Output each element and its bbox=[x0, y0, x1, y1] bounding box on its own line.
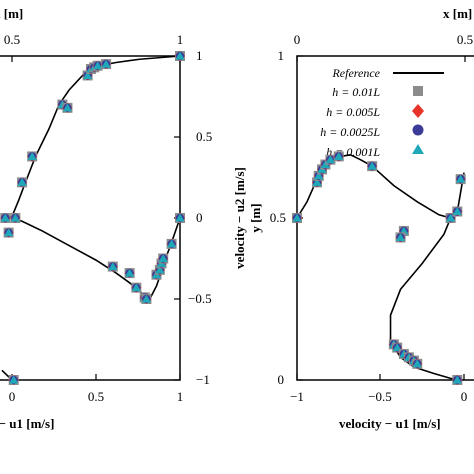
right-point-triangle bbox=[446, 213, 456, 222]
left-point-triangle bbox=[155, 265, 165, 274]
legend-marker-triangle bbox=[412, 144, 424, 154]
left-series-markers bbox=[0, 51, 185, 385]
right-left-tick-label: 0 bbox=[278, 372, 285, 387]
right-point-triangle bbox=[412, 359, 422, 368]
left-bottom-tick-label: 0.5 bbox=[88, 389, 104, 404]
legend-marker-diamond bbox=[412, 104, 424, 118]
left-point-triangle bbox=[17, 177, 27, 186]
left-point-triangle bbox=[101, 59, 111, 68]
left-right-tick-label: −1 bbox=[196, 372, 210, 387]
right-left-axis-label: y [m] bbox=[248, 203, 263, 232]
left-point-triangle bbox=[4, 228, 14, 237]
right-panel: 0 0.5 x [m] −1 −0.5 0 velocity − u1 [m/s… bbox=[248, 6, 474, 431]
left-panel: 0.5 1 x [m] 0 0.5 1 w − u1 [m/s] 1 0.5 0… bbox=[0, 6, 247, 431]
right-point-triangle bbox=[320, 160, 330, 169]
left-right-tick-label: 0 bbox=[196, 210, 203, 225]
left-right-tick-label: 1 bbox=[196, 48, 203, 63]
left-plot-frame bbox=[0, 55, 181, 381]
right-point-triangle bbox=[312, 177, 322, 186]
left-point-triangle bbox=[125, 268, 135, 277]
left-point-triangle bbox=[158, 254, 168, 262]
left-point-triangle bbox=[27, 151, 37, 160]
left-point-triangle bbox=[0, 213, 10, 222]
left-right-axis-label: velocity − u2 [m/s] bbox=[232, 167, 247, 269]
right-left-tick-label: 1 bbox=[278, 48, 285, 63]
legend-label-h3: h = 0.0025L bbox=[320, 125, 380, 139]
right-point-triangle bbox=[452, 207, 462, 216]
left-point-triangle bbox=[167, 239, 177, 248]
left-point-triangle bbox=[108, 262, 118, 271]
right-point-triangle bbox=[334, 151, 344, 160]
left-bottom-axis-label: w − u1 [m/s] bbox=[0, 416, 54, 431]
legend-label-h2: h = 0.005L bbox=[326, 105, 380, 119]
left-point-triangle bbox=[141, 294, 151, 303]
right-top-axis-label: x [m] bbox=[443, 6, 472, 21]
right-reference-line bbox=[293, 153, 465, 219]
left-point-triangle bbox=[62, 103, 72, 112]
left-point-triangle bbox=[10, 213, 20, 222]
left-series-lines bbox=[1, 55, 181, 381]
right-top-tick-label: 0 bbox=[294, 32, 301, 47]
left-reference-line bbox=[1, 213, 181, 304]
left-right-tick-label: −0.5 bbox=[188, 291, 212, 306]
legend: Reference h = 0.01L h = 0.005L h = 0.002… bbox=[320, 66, 444, 159]
right-point-triangle bbox=[367, 161, 377, 170]
right-left-tick-label: 0.5 bbox=[270, 210, 286, 225]
left-point-triangle bbox=[9, 375, 19, 384]
right-top-tick-label: 0.5 bbox=[457, 32, 473, 47]
left-bottom-tick-label: 0 bbox=[9, 389, 16, 404]
left-top-tick-label: 1 bbox=[177, 32, 184, 47]
left-point-triangle bbox=[175, 51, 185, 60]
legend-label-h1: h = 0.01L bbox=[332, 85, 380, 99]
left-top-axis-label: x [m] bbox=[0, 6, 23, 21]
right-bottom-tick-label: 0 bbox=[461, 389, 468, 404]
right-point-triangle bbox=[314, 171, 324, 180]
right-point-triangle bbox=[456, 174, 466, 183]
right-bottom-tick-label: −0.5 bbox=[368, 389, 392, 404]
right-point-triangle bbox=[325, 155, 335, 164]
right-point-triangle bbox=[452, 375, 462, 384]
right-series-lines bbox=[293, 153, 465, 381]
right-series-markers bbox=[292, 151, 466, 385]
legend-marker-square bbox=[413, 86, 423, 96]
legend-marker-circle bbox=[412, 124, 424, 136]
left-point-triangle bbox=[131, 283, 141, 292]
left-top-tick-label: 0.5 bbox=[4, 32, 20, 47]
left-point-triangle bbox=[175, 213, 185, 222]
right-point-triangle bbox=[396, 232, 406, 241]
right-point-triangle bbox=[292, 213, 302, 222]
left-right-tick-label: 0.5 bbox=[196, 129, 212, 144]
right-bottom-tick-label: −1 bbox=[290, 389, 304, 404]
left-bottom-tick-label: 1 bbox=[177, 389, 184, 404]
right-bottom-axis-label: velocity − u1 [m/s] bbox=[339, 416, 441, 431]
left-point-triangle bbox=[83, 70, 93, 79]
left-point-triangle bbox=[93, 61, 103, 70]
legend-label-reference: Reference bbox=[331, 66, 380, 80]
